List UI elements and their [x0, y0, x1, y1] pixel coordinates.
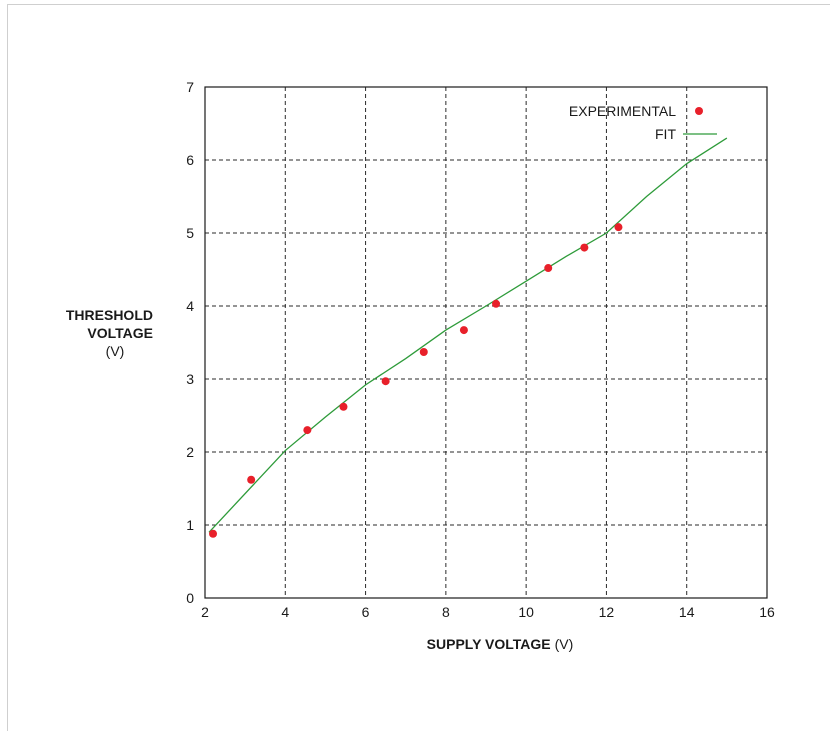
x-tick-label: 2 [201, 604, 209, 620]
x-axis-label: SUPPLY VOLTAGE (V) [427, 636, 574, 652]
x-tick-label: 14 [679, 604, 695, 620]
y-tick-label: 6 [186, 152, 194, 168]
y-axis-label-line2: VOLTAGE [87, 325, 153, 341]
x-tick-label: 16 [759, 604, 775, 620]
y-axis-label-line1: THRESHOLD [66, 307, 153, 323]
experimental-points [209, 223, 623, 538]
legend-marker-experimental [695, 107, 703, 115]
data-point [303, 426, 312, 435]
legend: EXPERIMENTAL FIT [569, 103, 717, 142]
x-axis-label-unit: (V) [555, 636, 574, 652]
x-tick-label: 12 [599, 604, 615, 620]
x-tick-label: 4 [281, 604, 289, 620]
y-tick-label: 3 [186, 371, 194, 387]
x-tick-label: 8 [442, 604, 450, 620]
data-point [544, 264, 553, 273]
y-tick-label: 5 [186, 225, 194, 241]
data-point [339, 402, 348, 411]
data-point [209, 529, 218, 538]
y-tick-label: 1 [186, 517, 194, 533]
x-axis-label-main: SUPPLY VOLTAGE [427, 636, 551, 652]
data-point [247, 475, 256, 484]
legend-label-experimental: EXPERIMENTAL [569, 103, 676, 119]
data-point [614, 223, 623, 232]
y-tick-label: 0 [186, 590, 194, 606]
x-tick-label: 10 [518, 604, 534, 620]
fit-line [208, 137, 728, 533]
plot-border [204, 86, 768, 599]
y-axis-label-unit: (V) [106, 343, 125, 359]
data-point [492, 299, 501, 308]
y-axis-label: THRESHOLD VOLTAGE (V) [66, 307, 153, 359]
y-tick-label: 2 [186, 444, 194, 460]
grid [205, 87, 767, 598]
data-point [459, 326, 468, 335]
x-tick-labels: 2 4 6 8 10 12 14 16 [201, 604, 775, 620]
data-point [580, 243, 589, 252]
data-point [419, 347, 428, 356]
legend-label-fit: FIT [655, 126, 676, 142]
data-point [381, 377, 390, 386]
x-tick-label: 6 [362, 604, 370, 620]
y-tick-labels: 0 1 2 3 4 5 6 7 [186, 79, 194, 606]
y-tick-label: 4 [186, 298, 194, 314]
figure-frame [7, 4, 830, 731]
y-tick-label: 7 [186, 79, 194, 95]
